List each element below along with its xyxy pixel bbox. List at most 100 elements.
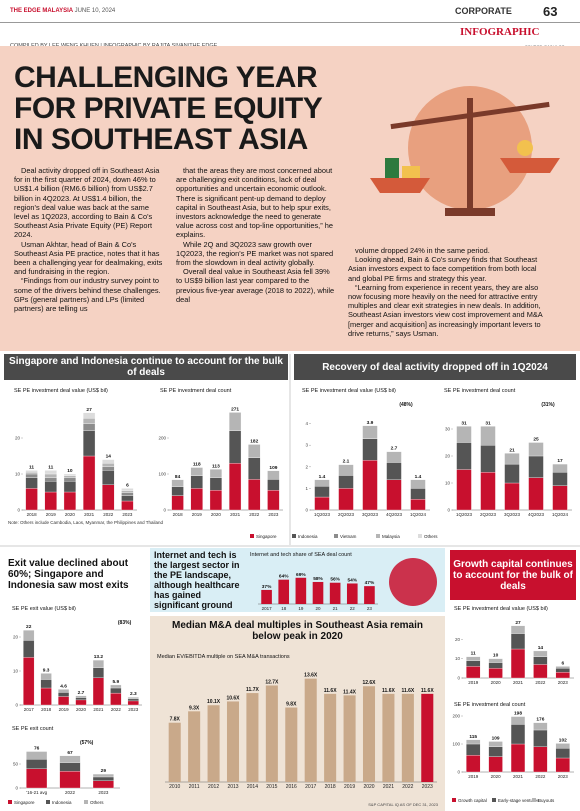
x-tick-label: 2022 bbox=[402, 784, 413, 790]
bar bbox=[329, 582, 341, 604]
bar-segment bbox=[228, 412, 242, 431]
value-label: 2.7 bbox=[391, 446, 398, 452]
bar-segment bbox=[386, 462, 402, 480]
bar bbox=[188, 711, 201, 782]
annotation: (48%) bbox=[399, 402, 413, 408]
scale-pole bbox=[467, 98, 473, 208]
x-tick-label: 2017 bbox=[305, 784, 316, 790]
paragraph: While 2Q and 3Q2023 saw growth over 1Q20… bbox=[176, 239, 334, 268]
x-tick-label: 2022 bbox=[103, 512, 114, 517]
bar-segment bbox=[26, 751, 48, 760]
bar-segment bbox=[127, 698, 139, 702]
value-label: 25 bbox=[533, 437, 539, 443]
bar-segment bbox=[528, 442, 544, 457]
bar-segment bbox=[510, 724, 526, 745]
x-tick-label: 2022 bbox=[111, 707, 122, 712]
bar-segment bbox=[488, 756, 503, 773]
bar-segment bbox=[386, 479, 402, 511]
y-tick-label: 0 bbox=[17, 508, 20, 513]
bar-segment bbox=[127, 700, 139, 706]
bar bbox=[207, 705, 220, 782]
x-tick-label: 2019 bbox=[46, 512, 57, 517]
bar bbox=[364, 586, 375, 604]
bar-segment bbox=[555, 757, 570, 773]
bar-segment bbox=[533, 746, 548, 773]
x-tick-label: 2023 bbox=[122, 512, 133, 517]
paragraph: Deal activity dropped off in Southeast A… bbox=[14, 166, 160, 240]
value-label: 11.6X bbox=[382, 688, 395, 694]
annotation: (31%) bbox=[541, 402, 555, 408]
bar-segment bbox=[63, 477, 77, 482]
x-tick-label: 2017 bbox=[262, 606, 273, 611]
bar-segment bbox=[59, 762, 81, 772]
y-tick-label: 3 bbox=[305, 443, 308, 448]
legend-swatch bbox=[8, 800, 12, 804]
x-tick-label: 2022 bbox=[535, 774, 546, 779]
bar-segment bbox=[456, 469, 472, 511]
bar-segment bbox=[63, 491, 77, 511]
value-label: 13.2 bbox=[94, 654, 104, 660]
bar-segment bbox=[23, 630, 35, 641]
x-tick-label: 2019 bbox=[468, 680, 479, 685]
x-tick-label: 2012 bbox=[208, 784, 219, 790]
bar-segment bbox=[44, 477, 57, 482]
bar-segment bbox=[92, 667, 104, 678]
y-tick-label: 200 bbox=[158, 436, 166, 441]
scale-pan-left bbox=[370, 178, 430, 193]
bar-segment bbox=[209, 477, 223, 491]
bar-segment bbox=[102, 463, 115, 467]
x-tick-label: 2021 bbox=[383, 784, 394, 790]
y-tick-label: 20 bbox=[13, 635, 19, 640]
x-tick-label: 2023 bbox=[98, 790, 109, 795]
x-tick-label: 2019 bbox=[192, 512, 203, 517]
bar-segment bbox=[209, 469, 223, 478]
bar-segment bbox=[127, 697, 139, 700]
bar-segment bbox=[510, 633, 526, 650]
value-label: 1.4 bbox=[415, 474, 422, 480]
section-heading: Median M&A deal multiples in Southeast A… bbox=[172, 620, 423, 642]
value-label: 29 bbox=[101, 768, 107, 774]
bar-segment bbox=[190, 475, 203, 489]
bar-segment bbox=[466, 739, 481, 745]
coin bbox=[517, 140, 533, 156]
bar-segment bbox=[488, 662, 503, 669]
legend-swatch bbox=[250, 534, 254, 538]
x-tick-label: 2017 bbox=[24, 707, 35, 712]
bar-segment bbox=[488, 668, 503, 679]
bar-segment bbox=[480, 426, 496, 446]
bar-segment bbox=[58, 692, 70, 697]
bar-segment bbox=[480, 445, 496, 473]
section: CORPORATE bbox=[455, 6, 512, 16]
bar-segment bbox=[75, 695, 87, 698]
bar-segment bbox=[466, 660, 481, 667]
section-heading: Exit value declined about 60%; Singapore… bbox=[8, 557, 129, 591]
value-label: 13.6X bbox=[304, 673, 318, 679]
bar-segment bbox=[228, 463, 242, 511]
bar-segment bbox=[171, 486, 184, 496]
bar-segment bbox=[533, 664, 548, 679]
bar-segment bbox=[488, 658, 503, 663]
bar-segment bbox=[25, 477, 38, 489]
coins bbox=[402, 166, 420, 178]
legend-label: Singapore bbox=[256, 534, 277, 539]
value-label: 27 bbox=[86, 407, 92, 413]
x-tick-label: 2020 bbox=[76, 707, 87, 712]
y-tick-label: 10 bbox=[15, 472, 21, 477]
value-label: 176 bbox=[536, 717, 544, 723]
value-label: 12.6X bbox=[362, 680, 376, 686]
legend-label: Vietnam bbox=[340, 534, 357, 539]
source: S&P CAPITAL IQ AS OF DEC 31, 2023 bbox=[368, 802, 439, 807]
y-tick-label: 0 bbox=[15, 703, 18, 708]
legend-label: Indonesia bbox=[52, 800, 72, 805]
bar-segment bbox=[171, 495, 184, 511]
x-tick-label: 2022 bbox=[249, 512, 260, 517]
bar-segment bbox=[504, 463, 520, 484]
bar bbox=[168, 722, 181, 782]
x-tick-label: 4Q2023 bbox=[528, 512, 545, 517]
value-label: 54% bbox=[347, 577, 357, 583]
bar-segment bbox=[58, 696, 70, 706]
x-tick-label: 2021 bbox=[93, 707, 104, 712]
bar-segment bbox=[23, 657, 35, 706]
x-tick-label: 2013 bbox=[227, 784, 238, 790]
